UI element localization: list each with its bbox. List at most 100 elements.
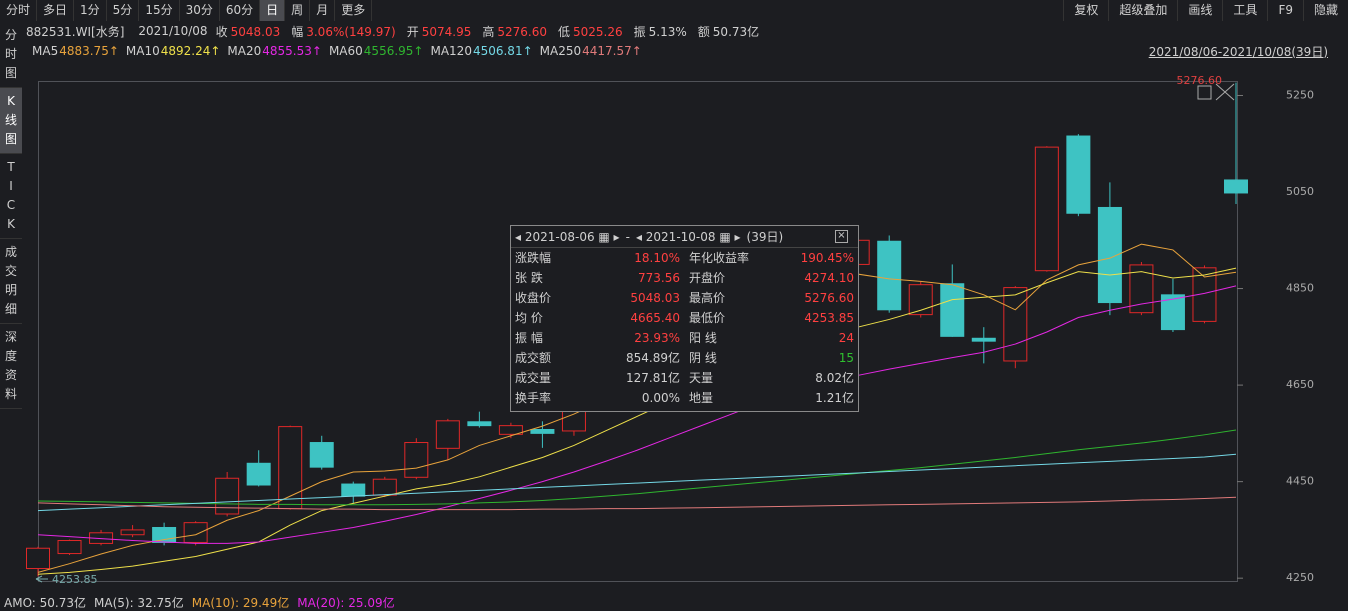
popup-row: 张 跌 773.56 开盘价 4274.10 (511, 268, 858, 288)
stat-label: 涨跌幅 (515, 251, 552, 265)
y-tick-label: 5250 (1286, 88, 1314, 101)
period-tab[interactable]: 周 (285, 0, 311, 21)
amount-stat: MA(5): 32.75亿 (94, 595, 184, 610)
stat-value: 23.93% (634, 331, 680, 345)
period-tab[interactable]: 分时 (0, 0, 38, 21)
candle-body (341, 483, 366, 497)
tool-tab[interactable]: 画线 (1177, 0, 1222, 21)
quote-label: 额 (697, 24, 710, 39)
tool-tab[interactable]: 隐藏 (1302, 0, 1348, 21)
candle-body (908, 284, 933, 316)
quote-bar: 882531.WI[水务] 2021/10/08 收 5048.03 幅 3.06%(… (26, 22, 770, 40)
quote-label: 收 (215, 24, 228, 39)
y-tick-label: 4250 (1286, 571, 1314, 584)
candle-body (877, 240, 902, 311)
stat-value: 4665.40 (630, 311, 680, 325)
close-icon[interactable] (1215, 83, 1235, 101)
side-char: I (9, 179, 13, 193)
high-annotation: 5276.60 (1177, 74, 1223, 87)
period-tab[interactable]: 5分 (107, 0, 140, 21)
candle-body (372, 478, 397, 496)
stat-label: 阴 线 (689, 351, 717, 365)
stat-value: 18.10% (634, 251, 680, 265)
side-char: 图 (4, 66, 17, 80)
period-tab[interactable]: 15分 (139, 0, 180, 21)
stat-label: 地量 (689, 391, 714, 405)
tool-tab[interactable]: 超级叠加 (1108, 0, 1177, 21)
candle-body (435, 420, 460, 449)
candle-body (404, 442, 429, 478)
period-tab[interactable]: 1分 (74, 0, 107, 21)
quote-field: 低 5025.26 (558, 23, 631, 40)
amount-stat: MA(10): 29.49亿 (191, 595, 290, 610)
end-date[interactable]: ◂ 2021-10-08 ▦ ▸ (635, 229, 741, 244)
candle-body (215, 477, 240, 515)
stat-label: 换手率 (515, 391, 552, 405)
date: 2021/10/08 (138, 24, 208, 38)
candle-body (940, 283, 965, 337)
candle-body (1097, 206, 1122, 304)
side-char: 料 (4, 387, 17, 401)
period-tabs: 分时 多日 1分 5分 15分 30分 60分日周月更多 (0, 0, 373, 21)
tool-tab[interactable]: F9 (1267, 0, 1303, 21)
candle-body (498, 425, 523, 435)
date-range[interactable]: 2021/08/06-2021/10/08(39日) (1148, 44, 1328, 59)
side-char: 明 (4, 283, 17, 297)
amount-stat: AMO: 50.73亿 (4, 595, 87, 610)
quote-value: 3.06%(149.97) (306, 24, 396, 39)
code: 882531.WI[水务] (26, 24, 125, 39)
stat-value: 4253.85 (804, 311, 854, 325)
period-tab[interactable]: 更多 (335, 0, 373, 21)
legend-name: MA60 (328, 44, 363, 58)
tool-tab[interactable]: 工具 (1222, 0, 1267, 21)
candle-body (26, 547, 50, 570)
ma-line (37, 453, 1237, 512)
maximize-icon[interactable] (1197, 85, 1212, 100)
stat-value: 5276.60 (804, 291, 854, 305)
side-char: 深 (4, 330, 17, 344)
side-char: 细 (4, 302, 17, 316)
quote-label: 低 (558, 24, 571, 39)
plot-frame (38, 81, 1238, 582)
quote-value: 5.13% (648, 24, 687, 39)
stat-label: 最低价 (689, 311, 726, 325)
low-annotation: 4253.85 (52, 573, 98, 586)
quote-field: 开 5074.95 (407, 23, 480, 40)
tool-tab[interactable]: 复权 (1063, 0, 1108, 21)
side-char: 分 (4, 28, 17, 42)
quote-label: 幅 (291, 24, 304, 39)
period-tab[interactable]: 60分 (220, 0, 261, 21)
popup-close[interactable]: × (835, 230, 848, 243)
candle-body (120, 529, 145, 536)
side-tab[interactable]: 分时图 (0, 22, 22, 88)
side-tab[interactable]: 深度资料 (0, 324, 22, 409)
stat-label: 天量 (689, 371, 714, 385)
candle-body (1129, 264, 1154, 314)
quote-field: 收 5048.03 (216, 23, 289, 40)
candle-body (309, 442, 334, 468)
quote-label: 开 (406, 24, 419, 39)
start-date[interactable]: ◂ 2021-08-06 ▦ ▸ (515, 229, 620, 244)
y-tick-label: 4650 (1286, 378, 1314, 391)
stat-label: 年化收益率 (689, 251, 750, 265)
legend-value: 4855.53↑ (262, 44, 322, 58)
side-tab[interactable]: 成交明细 (0, 239, 22, 324)
y-tick-label: 5050 (1286, 185, 1314, 198)
candle-body (1034, 146, 1059, 272)
candle-body (1224, 179, 1248, 194)
period-tab[interactable]: 多日 (37, 0, 75, 21)
period-tab[interactable]: 日 (260, 0, 286, 21)
period-tab[interactable]: 月 (310, 0, 336, 21)
stat-label: 张 跌 (515, 271, 543, 285)
quote-label: 高 (482, 24, 495, 39)
period-tab[interactable]: 30分 (180, 0, 220, 21)
legend-value: 4556.95↑ (363, 44, 424, 58)
popup-header: ◂ 2021-08-06 ▦ ▸ - ◂ 2021-10-08 ▦ ▸ (39日… (511, 226, 858, 248)
stat-value: 8.02亿 (815, 371, 854, 385)
stat-label: 最高价 (689, 291, 726, 305)
stat-value: 190.45% (800, 251, 854, 265)
